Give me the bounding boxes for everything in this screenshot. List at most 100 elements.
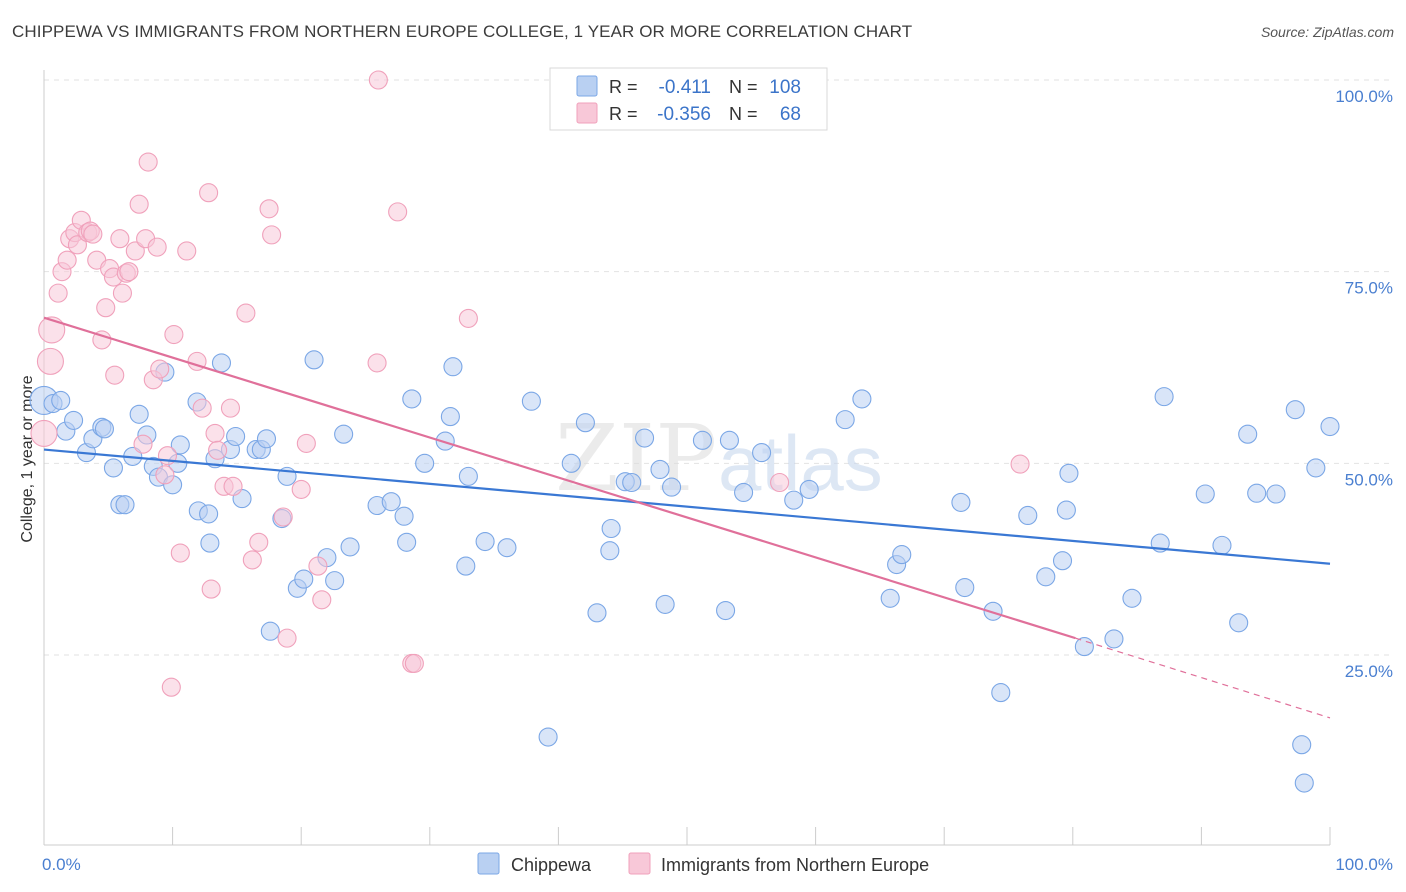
immigrants-point bbox=[112, 283, 132, 303]
chippewa-point bbox=[64, 410, 84, 430]
immigrants-point bbox=[125, 241, 145, 261]
immigrants-point bbox=[262, 225, 282, 245]
chippewa-point bbox=[129, 404, 149, 424]
chippewa-point bbox=[497, 538, 517, 558]
trend-line-immigrants-extension bbox=[1075, 637, 1331, 719]
immigrants-point bbox=[147, 237, 167, 257]
chippewa-point bbox=[951, 492, 971, 512]
chippewa-point bbox=[983, 601, 1003, 621]
immigrants-point bbox=[273, 507, 293, 527]
chippewa-point bbox=[1195, 484, 1215, 504]
immigrants-point bbox=[38, 316, 66, 344]
chippewa-point bbox=[226, 426, 246, 447]
chart-title: CHIPPEWA VS IMMIGRANTS FROM NORTHERN EUR… bbox=[12, 22, 913, 41]
chippewa-point bbox=[1052, 551, 1073, 571]
chippewa-point bbox=[521, 391, 541, 411]
x-tick-label: 100.0% bbox=[1335, 855, 1393, 874]
stats-n-label-chippewa: N = bbox=[729, 77, 758, 97]
immigrants-point bbox=[205, 423, 225, 443]
immigrants-point bbox=[57, 250, 77, 270]
immigrants-point bbox=[129, 194, 149, 214]
chippewa-point bbox=[1285, 400, 1305, 420]
chippewa-point bbox=[200, 533, 220, 553]
immigrants-point bbox=[192, 398, 212, 418]
chippewa-point bbox=[334, 424, 354, 444]
immigrants-point bbox=[308, 556, 328, 576]
chippewa-point bbox=[381, 492, 401, 512]
chippewa-point bbox=[397, 532, 417, 552]
chippewa-point bbox=[199, 504, 219, 524]
chippewa-point bbox=[325, 571, 345, 591]
chippewa-point bbox=[1294, 773, 1314, 793]
chippewa-point bbox=[991, 683, 1011, 703]
chippewa-point bbox=[256, 429, 277, 449]
chippewa-point bbox=[340, 537, 360, 557]
immigrants-point bbox=[367, 353, 387, 373]
stats-swatch-immigrants bbox=[576, 102, 598, 124]
immigrants-point bbox=[220, 398, 241, 418]
x-tick-label: 0.0% bbox=[42, 855, 81, 874]
y-tick-label: 100.0% bbox=[1335, 87, 1393, 106]
immigrants-point bbox=[170, 543, 190, 563]
chippewa-point bbox=[1059, 463, 1079, 483]
immigrants-point bbox=[138, 152, 158, 172]
immigrants-point bbox=[259, 199, 279, 219]
chippewa-point bbox=[1074, 637, 1094, 657]
immigrants-point bbox=[277, 628, 297, 648]
chippewa-point bbox=[955, 577, 975, 598]
immigrants-point bbox=[458, 308, 478, 328]
chippewa-point bbox=[456, 556, 476, 576]
chippewa-point bbox=[784, 490, 804, 510]
chippewa-point bbox=[1122, 588, 1142, 608]
immigrants-point bbox=[36, 347, 64, 375]
immigrants-point bbox=[155, 465, 175, 485]
chippewa-point bbox=[655, 594, 675, 614]
legend-swatch-immigrants bbox=[628, 852, 651, 875]
legend-label-immigrants: Immigrants from Northern Europe bbox=[661, 855, 929, 875]
immigrants-point bbox=[201, 579, 221, 599]
chippewa-point bbox=[719, 430, 739, 450]
chippewa-point bbox=[402, 389, 422, 409]
chippewa-point bbox=[1306, 458, 1326, 478]
immigrants-point bbox=[119, 262, 139, 282]
chippewa-point bbox=[1266, 484, 1286, 504]
stats-r-label-immigrants: R = bbox=[609, 104, 638, 124]
data-points bbox=[29, 70, 1340, 793]
stats-r-label-chippewa: R = bbox=[609, 77, 638, 97]
immigrants-point bbox=[296, 433, 316, 453]
stats-n-label-immigrants: N = bbox=[729, 104, 758, 124]
immigrants-point bbox=[164, 324, 184, 345]
chippewa-point bbox=[835, 410, 855, 430]
stats-r-value-chippewa: -0.411 bbox=[659, 77, 711, 98]
chippewa-point bbox=[1104, 629, 1124, 649]
chippewa-point bbox=[458, 466, 478, 486]
legend-swatch-chippewa bbox=[477, 852, 500, 875]
x-tick-labels: 0.0% 100.0% bbox=[42, 855, 1393, 874]
immigrants-point bbox=[105, 365, 125, 385]
chippewa-point bbox=[1212, 535, 1232, 555]
chippewa-point bbox=[601, 518, 621, 539]
chippewa-point bbox=[443, 357, 463, 377]
chippewa-point bbox=[1292, 735, 1312, 755]
immigrants-point bbox=[150, 359, 170, 379]
immigrants-point bbox=[83, 224, 103, 244]
chippewa-point bbox=[260, 621, 280, 641]
chart-source: Source: ZipAtlas.com bbox=[1260, 24, 1394, 40]
chippewa-point bbox=[752, 443, 772, 463]
immigrants-point bbox=[312, 590, 332, 610]
chippewa-point bbox=[799, 479, 819, 499]
chippewa-point bbox=[587, 603, 607, 623]
y-tick-labels: 100.0% 75.0% 50.0% 25.0% bbox=[1335, 87, 1393, 681]
immigrants-point bbox=[242, 550, 262, 570]
chippewa-point bbox=[892, 545, 912, 565]
immigrants-point bbox=[223, 476, 243, 496]
chippewa-point bbox=[734, 482, 754, 503]
stats-swatch-chippewa bbox=[576, 75, 598, 97]
chippewa-point bbox=[1247, 483, 1267, 503]
legend-label-chippewa: Chippewa bbox=[511, 855, 592, 875]
chippewa-point bbox=[650, 459, 670, 480]
trend-lines bbox=[43, 316, 1331, 719]
chippewa-point bbox=[394, 506, 414, 526]
chippewa-point bbox=[211, 353, 232, 373]
chippewa-point bbox=[622, 472, 642, 493]
